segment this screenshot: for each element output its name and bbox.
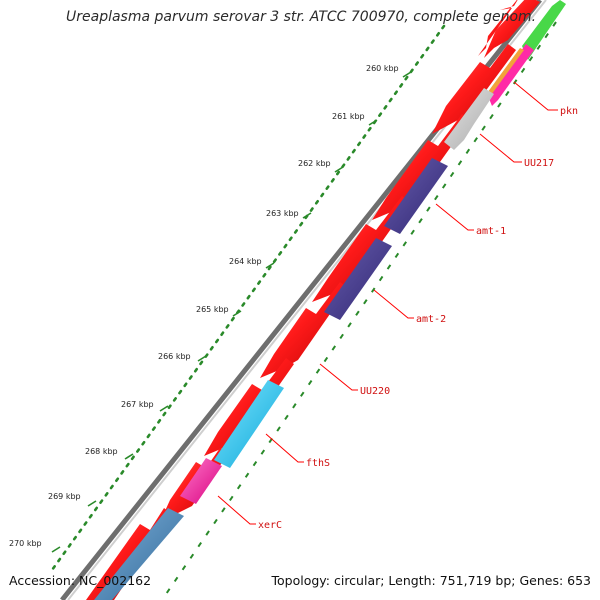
forward-gene[interactable] <box>312 196 410 302</box>
ruler-tick <box>302 212 312 219</box>
gene-label-UU217[interactable]: UU217 <box>524 158 554 169</box>
callout-line-UU217 <box>479 133 522 163</box>
ruler-tick-label: 264 kbp <box>229 257 262 266</box>
gene-callouts: pkn UU217 amt-1 amt-2 UU220 fthS xerC <box>217 81 578 531</box>
callout-line-xerC <box>217 495 256 525</box>
gene-label-UU220[interactable]: UU220 <box>360 386 390 397</box>
callout-line-pkn <box>513 81 558 111</box>
forward-gene[interactable] <box>484 0 540 58</box>
callout-line-amt-2 <box>373 289 414 319</box>
reverse-gene-track <box>94 0 566 600</box>
gene-pkn[interactable] <box>522 0 566 60</box>
ruler-tick-label: 269 kbp <box>48 492 81 501</box>
gene-label-xerC[interactable]: xerC <box>258 520 282 531</box>
gene-label-fthS[interactable]: fthS <box>306 458 330 469</box>
gene-label-amt-1[interactable]: amt-1 <box>476 226 506 237</box>
ruler-tick-label: 263 kbp <box>266 209 299 218</box>
ruler-tick <box>159 405 169 412</box>
gene-label-amt-2[interactable]: amt-2 <box>416 314 446 325</box>
gene-amt-1[interactable] <box>384 158 448 234</box>
ruler-tick <box>265 262 275 269</box>
ruler-tick-label: 261 kbp <box>332 112 365 121</box>
ruler-tick-label: 262 kbp <box>298 159 331 168</box>
ruler-tick-label: 260 kbp <box>366 64 399 73</box>
ruler-tick <box>197 355 207 362</box>
callout-line-UU220 <box>319 363 358 391</box>
gene-xerC[interactable] <box>180 458 222 504</box>
ruler-tick <box>368 119 378 126</box>
ruler-tick-label: 267 kbp <box>121 400 154 409</box>
ruler-tick <box>87 500 97 507</box>
ruler-dotted-line <box>50 24 446 572</box>
forward-gene[interactable] <box>432 44 516 134</box>
map-title: Ureaplasma parvum serovar 3 str. ATCC 70… <box>66 9 536 25</box>
gene-pkn-stripe-2[interactable] <box>482 48 524 102</box>
gene-label-pkn[interactable]: pkn <box>560 106 578 117</box>
ruler-ticks: 260 kbp 261 kbp 262 kbp 263 kbp 264 kbp … <box>9 64 412 553</box>
ruler-tick-label: 265 kbp <box>196 305 229 314</box>
gene-fthS[interactable] <box>214 380 284 468</box>
forward-gene[interactable] <box>260 282 348 378</box>
forward-gene-track <box>86 0 540 600</box>
accession-label: Accession: NC_002162 <box>9 573 152 588</box>
gene-UU217[interactable] <box>444 88 494 150</box>
forward-gene[interactable] <box>478 0 520 56</box>
gene-amt-2[interactable] <box>324 238 392 320</box>
ruler-tick-label: 268 kbp <box>85 447 118 456</box>
ruler-tick <box>51 546 61 553</box>
ruler-tick-label: 270 kbp <box>9 539 42 548</box>
callout-line-amt-1 <box>435 203 474 231</box>
ruler-tick-label: 266 kbp <box>158 352 191 361</box>
gene-reverse-steel[interactable] <box>94 508 184 600</box>
genome-summary-label: Topology: circular; Length: 751,719 bp; … <box>271 573 592 588</box>
callout-line-fthS <box>265 433 304 463</box>
ruler-tick <box>124 453 134 460</box>
ruler-tick <box>334 166 344 173</box>
gene-pkn-stripe[interactable] <box>488 44 534 106</box>
ruler-tick <box>402 71 412 78</box>
inner-dashed-ruler <box>161 21 557 600</box>
ruler-tick <box>232 310 242 317</box>
